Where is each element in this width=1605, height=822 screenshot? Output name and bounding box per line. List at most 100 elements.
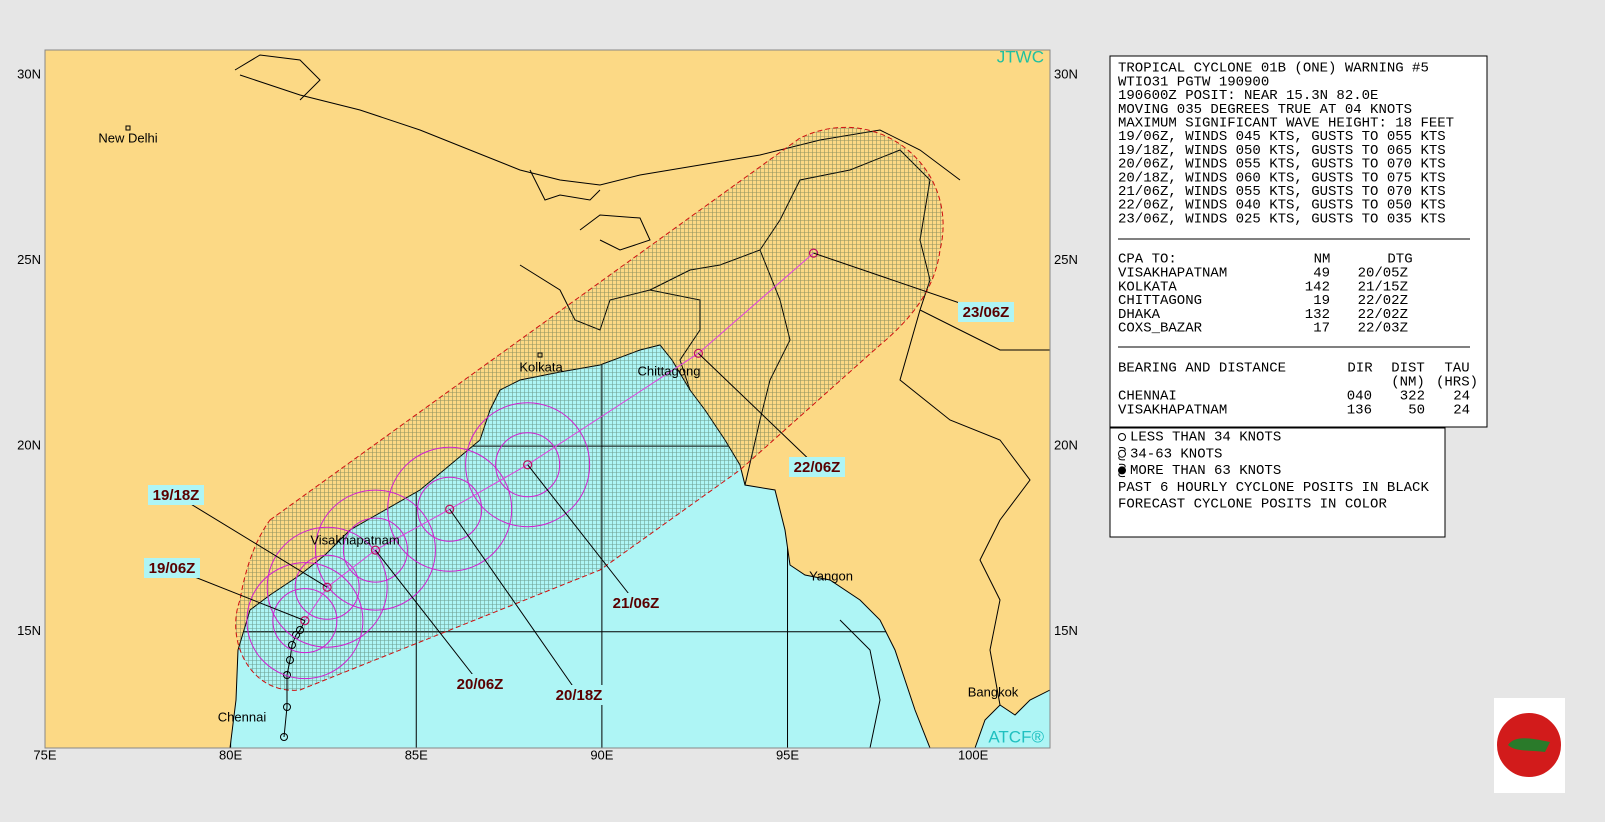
forecast-posit	[370, 545, 381, 555]
map: 19/06Z 19/18Z 20/06Z 20/18Z 21/06Z 22/06Z 23/0…	[45, 47, 1050, 748]
forecast-posit	[693, 348, 704, 358]
wind-radius	[272, 588, 338, 654]
city-dot	[537, 352, 543, 358]
warning-line: 19/06Z, WINDS 045 KTS, GUSTS TO 055 KTS	[1118, 129, 1446, 145]
x-tick-label: 85E	[405, 747, 428, 762]
legend-symbol-tail	[1118, 447, 1126, 461]
label-leader	[698, 352, 818, 468]
dtg-label: 22/06Z	[794, 459, 841, 476]
bearing-cell: 50	[1408, 402, 1425, 418]
bearing-cell: 136	[1347, 402, 1372, 418]
wind-radius	[246, 562, 364, 680]
past-track	[280, 620, 306, 741]
bearing-subheader: (NM)	[1391, 375, 1425, 391]
label-bg	[144, 558, 200, 578]
cpa-cell: COXS_BAZAR	[1118, 321, 1203, 337]
bearing-header: TAU	[1444, 361, 1469, 377]
wind-radius	[294, 554, 360, 620]
city-label: New Delhi	[98, 130, 157, 145]
forecast-posit	[523, 460, 533, 470]
logo-islands	[1508, 738, 1550, 752]
bearing-cell: 322	[1400, 389, 1425, 405]
border	[899, 309, 1031, 706]
city-label: Chittagong	[638, 363, 701, 378]
city-label: Yangon	[809, 568, 853, 583]
y-tick-label: 15N	[1054, 623, 1078, 638]
warning-line: 22/06Z, WINDS 040 KTS, GUSTS TO 050 KTS	[1118, 198, 1446, 214]
label-leader	[375, 549, 481, 685]
cpa-cell: KOLKATA	[1118, 279, 1177, 295]
y-tick-label: 30N	[17, 66, 41, 81]
bearing-cell: 040	[1347, 389, 1372, 405]
wind-radius	[465, 402, 591, 528]
label-bg	[551, 685, 607, 705]
legend-symbol-tail	[1118, 463, 1126, 478]
dtg-label: 19/06Z	[149, 560, 196, 577]
city-label: Chennai	[218, 709, 267, 724]
cpa-header: NM	[1314, 252, 1331, 268]
bearing-subheader: (HRS)	[1436, 375, 1478, 391]
city-label: Bangkok	[968, 684, 1019, 699]
brand: JTWC	[997, 47, 1044, 66]
warning-line: 20/18Z, WINDS 060 KTS, GUSTS TO 075 KTS	[1118, 170, 1446, 186]
city-dot	[125, 125, 131, 131]
y-tick-label: 30N	[1054, 66, 1078, 81]
border	[529, 169, 601, 201]
warning-line: MAXIMUM SIGNIFICANT WAVE HEIGHT: 18 FEET	[1118, 116, 1454, 132]
legend-label: MORE THAN 63 KNOTS	[1130, 463, 1281, 479]
warning-line: 190600Z POSIT: NEAR 15.3N 82.0E	[1118, 88, 1378, 104]
copyright: ATCF®	[988, 727, 1044, 746]
past-posit	[286, 656, 294, 664]
warning-line: WTIO31 PGTW 190900	[1118, 74, 1269, 90]
warning-line: 21/06Z, WINDS 055 KTS, GUSTS TO 070 KTS	[1118, 184, 1446, 200]
y-tick-label: 15N	[17, 623, 41, 638]
label-bg	[789, 457, 845, 477]
dtg-label: 23/06Z	[963, 304, 1010, 321]
dtg-label: 21/06Z	[613, 595, 660, 612]
bearing-header: BEARING AND DISTANCE	[1118, 361, 1286, 377]
legend-symbol	[1118, 466, 1126, 475]
border	[579, 214, 651, 251]
legend-label: 34-63 KNOTS	[1130, 446, 1222, 462]
legend-label: PAST 6 HOURLY CYCLONE POSITS IN BLACK	[1118, 480, 1429, 496]
cpa-cell: 22/03Z	[1358, 321, 1408, 337]
cpa-cell: 132	[1305, 307, 1330, 323]
forecast-posit	[300, 616, 310, 626]
y-tick-label: 25N	[1054, 252, 1078, 267]
bearing-cell: VISAKHAPATNAM	[1118, 402, 1227, 418]
forecast-posit	[445, 504, 455, 514]
map-frame	[44, 49, 1051, 749]
cpa-cell: 20/05Z	[1358, 266, 1408, 282]
cpa-cell: 19	[1313, 293, 1330, 309]
legend-symbol	[1118, 433, 1126, 441]
cpa-cell: 22/02Z	[1358, 293, 1408, 309]
past-posit	[296, 626, 304, 634]
cpa-header: CPA TO:	[1118, 252, 1177, 268]
border	[839, 619, 881, 748]
wind-radius	[342, 517, 408, 583]
past-posit	[283, 703, 291, 711]
warning-box	[1109, 55, 1488, 428]
cpa-cell: 21/15Z	[1358, 279, 1408, 295]
warning-line: 20/06Z, WINDS 055 KTS, GUSTS TO 070 KTS	[1118, 157, 1446, 173]
bearing-cell: 24	[1453, 402, 1470, 418]
past-posit	[288, 641, 296, 649]
bearing-cell: CHENNAI	[1118, 389, 1177, 405]
label-leader	[527, 464, 637, 604]
x-tick-label: 90E	[590, 747, 613, 762]
wind-radius	[387, 446, 513, 572]
x-tick-label: 95E	[776, 747, 799, 762]
label-bg	[148, 485, 204, 505]
border	[234, 54, 321, 101]
label-leader	[175, 494, 328, 588]
past-track-line	[283, 620, 306, 738]
wind-radius	[495, 432, 561, 498]
y-tick-label: 25N	[17, 252, 41, 267]
warning-line: 23/06Z, WINDS 025 KTS, GUSTS TO 035 KTS	[1118, 211, 1446, 227]
label-leader	[449, 508, 580, 696]
dtg-label: 20/18Z	[556, 687, 603, 704]
x-tick-label: 80E	[219, 747, 242, 762]
y-tick-label: 20N	[17, 438, 41, 453]
cpa-cell: 142	[1305, 279, 1330, 295]
